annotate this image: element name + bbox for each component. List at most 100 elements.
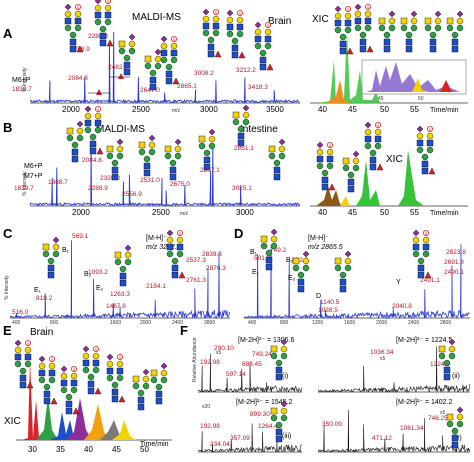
ion-d-b2: B₂ — [286, 257, 294, 264]
xic-a-inset-yellow — [412, 78, 430, 92]
peak-b-6: 2531.0 — [140, 177, 160, 184]
panel-e-xlabel: Time/min — [140, 441, 169, 448]
glycan-icon — [43, 237, 59, 278]
panel-c-letter: C — [3, 226, 13, 241]
peak-a-6: 2865.1 — [177, 83, 197, 90]
tick-a-0: 2000 — [62, 105, 80, 114]
frag-c-4: 1263.3 — [110, 291, 130, 298]
inset-tick-0: 45 — [378, 96, 384, 102]
xic-a-tick-1: 45 — [348, 105, 357, 114]
frag-d-5: 2040.8 — [392, 303, 412, 310]
panel-d: D [M-H]⁻ m/z 2865.5 B₁ E₁ B₂ E₂ D Y 501.… — [234, 226, 470, 326]
frag-d-8: 2691.8 — [444, 259, 464, 266]
tick-c-4: 2400 — [172, 320, 183, 326]
xic-e-purple — [66, 398, 92, 440]
spectrum-c — [9, 240, 231, 320]
peak-b-1: 1868.7 — [48, 179, 68, 186]
xic-a-xlabel: Time/min — [430, 107, 459, 114]
peak-b-3: 2288.9 — [88, 185, 108, 192]
f-iv-frag-0: 350.09 — [322, 421, 342, 428]
glycan-icon — [151, 363, 167, 404]
peak-b-0: 1839.7 — [14, 185, 34, 192]
tick-c-2: 1600 — [110, 320, 121, 326]
tick-d-2: 1200 — [312, 320, 323, 326]
xic-a-inset-red — [440, 80, 452, 92]
spectrum-f-i — [197, 353, 302, 393]
xic-a-tick-0: 40 — [318, 105, 327, 114]
panel-a-xic: XIC 45 50 40 45 50 55 Time/min — [310, 4, 468, 114]
panel-e-letter: E — [3, 323, 12, 338]
ion-c-e2: E₂ — [96, 285, 104, 292]
glycan-icon — [401, 11, 417, 52]
panel-c-precursor-mz: m/z 3212.2 — [146, 244, 181, 251]
spectrum-f-iii — [197, 423, 302, 454]
glycan-icon — [335, 251, 351, 292]
frag-c-8: 2537.3 — [186, 257, 206, 264]
tick-d-6: 2800 — [440, 320, 451, 326]
f-iii-frag-3: 899.30 — [250, 411, 270, 418]
xic-a-orange-peaks — [326, 80, 350, 103]
f-ii-frag-1: 1224.5 — [430, 361, 450, 368]
panel-b-xic: XIC 40 45 50 55 Time/min — [310, 122, 468, 217]
glycan-icon — [85, 106, 103, 154]
peak-b-10: 3025.1 — [232, 185, 252, 192]
glycan-icon — [447, 11, 463, 52]
xic-e-gray — [100, 420, 128, 440]
peak-b-5: 2556.9 — [122, 191, 142, 198]
tick-b-1: 2500 — [152, 208, 170, 217]
peak-a-0: 1839.7 — [12, 86, 32, 93]
spectrum-f-iv — [317, 409, 471, 454]
spectrum-f-ii — [317, 346, 471, 393]
xic-b-tick-0: 40 — [318, 208, 327, 217]
tick-d-5: 2400 — [408, 320, 419, 326]
glycan-icon — [227, 10, 245, 58]
peak-a-3: 2288.9 — [88, 33, 108, 40]
panel-b-xic-label: XIC — [386, 154, 403, 165]
frag-d-0: 501.0 — [254, 255, 271, 262]
f-iii-frag-0: 192.98 — [200, 423, 220, 430]
glycan-icon — [107, 139, 123, 180]
xic-e-orange — [84, 404, 110, 440]
panel-d-precursor: [M-H]⁻ — [308, 235, 329, 242]
f-iii-frag-4: 1264.41 — [258, 423, 282, 430]
panel-e-xic-label: XIC — [4, 416, 21, 427]
xic-e-blue — [50, 412, 80, 440]
xic-e-yellow — [112, 420, 136, 440]
glycan-icon — [167, 230, 185, 278]
frag-d-6: 2491.1 — [420, 277, 440, 284]
glycan-icon — [335, 6, 353, 54]
panel-a-xlabel: m/z — [172, 108, 181, 114]
glycan-icon — [355, 4, 373, 52]
tick-a-1: 2500 — [132, 105, 150, 114]
glycan-icon — [115, 245, 131, 286]
f-iv-frag-2: 746.25 — [428, 415, 448, 422]
peak-a-4: 2462.9 — [108, 64, 128, 71]
panel-e-tissue: Brain — [30, 327, 53, 338]
glycan-icon — [145, 49, 161, 90]
f-iii-frag-1: 234.04 — [210, 441, 230, 448]
f-i-frag-1: 290.10 — [214, 345, 234, 352]
panel-d-letter: D — [234, 226, 243, 241]
glycan-icon — [379, 11, 395, 52]
glycan-icon — [425, 11, 441, 52]
tick-a-3: 3500 — [266, 105, 284, 114]
panel-b-ylabel: % Intensity — [22, 171, 28, 196]
tick-a-2: 3000 — [200, 105, 218, 114]
f-iii-scale: x20 — [202, 404, 210, 410]
frag-c-5: 1467.8 — [106, 303, 126, 310]
tick-e-3: 45 — [112, 445, 121, 454]
peak-a-7: 3008.2 — [194, 70, 214, 77]
ion-c-e1: E₁ — [34, 287, 42, 294]
ion-c-b1: B₁ — [62, 247, 70, 254]
xic-e-green — [36, 396, 58, 440]
tick-b-2: 3000 — [236, 208, 254, 217]
panel-d-precursor-mz: m/z 2865.5 — [308, 244, 343, 251]
ion-d-e2: E₂ — [288, 275, 296, 282]
ion-d-e1: E₁ — [252, 269, 260, 276]
f-iii-id: (iii) — [282, 433, 291, 440]
frag-d-2: 922.2 — [292, 257, 309, 264]
peak-b-9: 2851.1 — [234, 145, 254, 152]
frag-d-1: 749.2 — [270, 247, 287, 254]
ion-d-d: D — [316, 293, 321, 300]
